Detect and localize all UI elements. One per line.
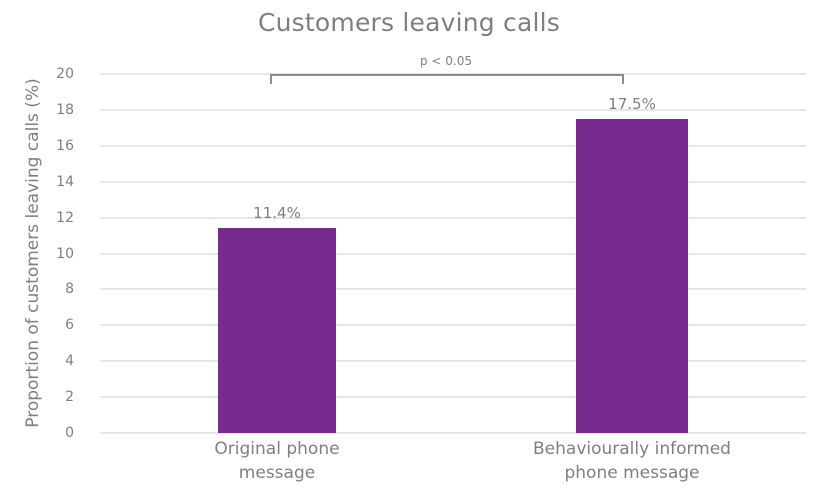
x-category-label-1-line-1: Behaviourally informed (533, 439, 731, 459)
gridline (100, 216, 806, 219)
y-tick-label: 18 (56, 101, 74, 118)
bar-0 (218, 228, 336, 433)
gridline (100, 288, 806, 291)
gridline (100, 180, 806, 183)
data-label-0: 11.4% (253, 204, 301, 223)
y-tick-label: 20 (56, 66, 74, 82)
y-tick-label: 8 (65, 281, 74, 298)
y-tick-label: 14 (56, 173, 74, 190)
significance-label: p < 0.05 (419, 54, 473, 68)
gridline (100, 396, 806, 399)
y-tick-label: 0 (65, 425, 74, 441)
x-category-label-0: Original phone message (147, 437, 407, 485)
chart-title: Customers leaving calls (257, 8, 561, 37)
x-category-label-0-line-1: Original phone (214, 439, 340, 459)
x-category-label-1: Behaviourally informed phone message (502, 437, 762, 485)
x-category-label-1-line-2: phone message (564, 463, 700, 483)
gridline (100, 324, 806, 327)
gridline (100, 108, 806, 111)
y-tick-label: 12 (56, 209, 74, 226)
y-tick-label: 6 (65, 317, 74, 334)
y-tick-label: 16 (56, 137, 74, 154)
y-tick-label: 4 (65, 353, 74, 370)
x-category-label-0-line-2: message (238, 463, 316, 483)
bar-1 (576, 118, 688, 433)
data-label-1: 17.5% (608, 94, 656, 113)
y-tick-label: 10 (56, 245, 74, 262)
gridline (100, 360, 806, 363)
y-tick-label: 2 (65, 389, 74, 406)
significance-bracket-left-tick (270, 74, 272, 84)
y-axis-label: Proportion of customers leaving calls (%… (23, 78, 43, 428)
significance-bracket-right-tick (622, 74, 624, 84)
gridline (100, 432, 806, 434)
significance-bracket (270, 74, 624, 76)
gridline (100, 252, 806, 255)
gridline (100, 144, 806, 147)
